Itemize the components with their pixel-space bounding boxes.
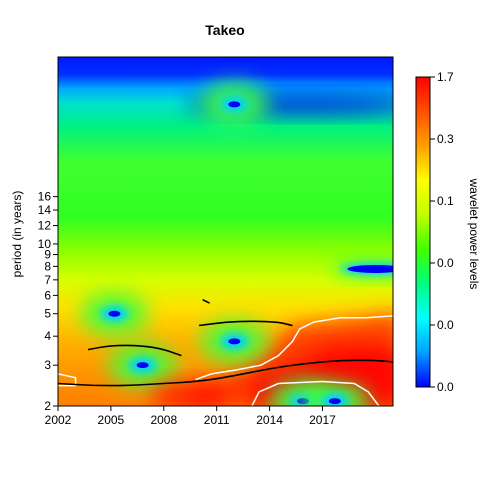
colorbar-tick-label: 0.1 (437, 194, 454, 208)
y-tick-label: 12 (38, 219, 52, 233)
x-tick-label: 2005 (98, 413, 125, 427)
colorbar-tick-label: 0.0 (437, 380, 454, 394)
ridge-line (58, 359, 393, 387)
colorbar: 0.0 0.0 0.0 0.1 0.3 1.7 (415, 70, 454, 394)
colorbar-tick-label: 0.0 (437, 256, 454, 270)
y-tick-label: 3 (44, 358, 51, 372)
colorbar-gradient (415, 76, 431, 388)
colorbar-tick-label: 1.7 (437, 70, 454, 84)
y-tick-label: 9 (44, 248, 51, 262)
x-tick-label: 2017 (309, 413, 336, 427)
y-tick-label: 16 (38, 190, 52, 204)
y-tick-label: 10 (38, 237, 52, 251)
power-peak-low (330, 259, 393, 278)
x-tick-label: 2002 (45, 413, 72, 427)
significance-contour (251, 380, 380, 406)
plot-area (57, 56, 394, 407)
x-tick-label: 2008 (150, 413, 177, 427)
x-tick-label: 2014 (256, 413, 283, 427)
colorbar-tick-label: 0.0 (437, 318, 454, 332)
power-peak-low (80, 291, 149, 336)
y-axis-label: period (in years) (10, 191, 24, 278)
power-peak-low (300, 379, 369, 406)
y-tick-label: 6 (44, 288, 51, 302)
x-tick-label: 2011 (204, 413, 230, 427)
colorbar-tick-label: 0.3 (437, 132, 454, 146)
power-peak-low (200, 82, 269, 127)
y-tick-label: 2 (44, 399, 51, 413)
y-tick-label: 14 (38, 203, 52, 217)
y-tick-label: 4 (44, 329, 51, 343)
power-peak-low (108, 343, 177, 388)
ridge-line (202, 298, 211, 304)
chart-title: Takeo (205, 22, 244, 38)
ridge-line (87, 344, 182, 357)
y-tick-label: 7 (44, 273, 51, 287)
power-peak-high (150, 382, 231, 406)
ridge-line (198, 320, 293, 327)
colorbar-label: wavelet power levels (467, 178, 480, 290)
y-tick-label: 5 (44, 307, 51, 321)
significance-contour (58, 373, 77, 387)
significance-contour (195, 315, 393, 381)
x-axis: 2002 2005 2008 2011 2014 2017 (45, 406, 336, 427)
y-tick-label: 8 (44, 259, 51, 273)
power-peak-low (200, 319, 269, 364)
plot-frame (57, 56, 394, 407)
power-peak-high (308, 347, 389, 376)
